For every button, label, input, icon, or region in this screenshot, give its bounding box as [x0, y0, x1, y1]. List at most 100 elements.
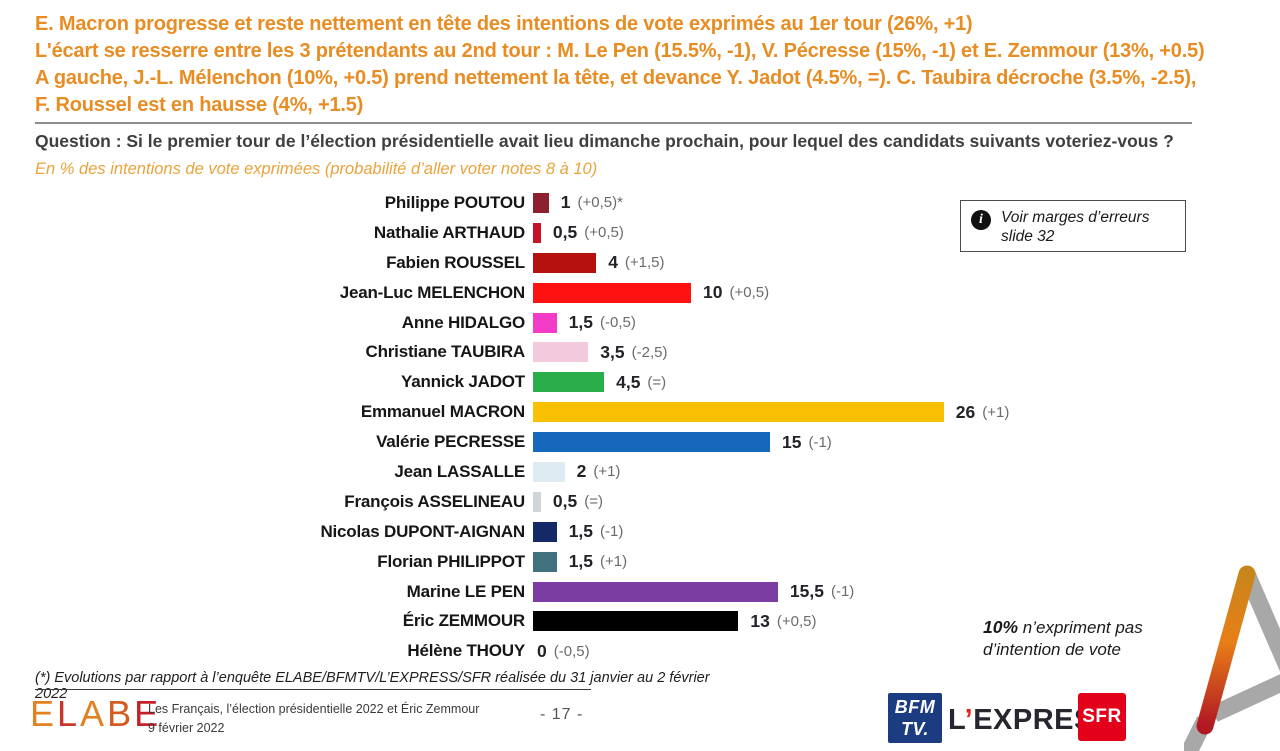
bfmtv-logo-line2: TV. [901, 719, 929, 739]
vote-value: 15 [782, 431, 802, 452]
margin-error-text: Voir marges d’erreurs slide 32 [1001, 209, 1150, 245]
vote-evolution: (=) [647, 373, 667, 391]
vote-value: 13 [750, 610, 770, 631]
vote-evolution: (-2,5) [631, 343, 668, 361]
chart-row: Éric ZEMMOUR 13 (+0,5) [0, 606, 1060, 636]
page-number: - 17 - [540, 706, 584, 723]
vote-bar [533, 461, 565, 482]
candidate-label: François ASSELINEAU [344, 491, 525, 511]
vote-evolution: (=) [584, 493, 603, 511]
vote-bar [533, 432, 770, 453]
chart-rows: Philippe POUTOU 1 (+0,5)* Nathalie ARTHAUD 0… [0, 188, 1060, 666]
vote-bar [533, 282, 691, 303]
vote-bar [533, 312, 557, 333]
elabe-logo-letter: A [80, 693, 108, 734]
elabe-logo: ELABE [30, 694, 161, 734]
vote-evolution: (-1) [600, 523, 624, 541]
vote-value: 0,5 [552, 491, 578, 512]
vote-evolution: (+1) [600, 553, 628, 571]
vote-value: 4 [608, 252, 618, 273]
vote-evolution: (-1) [830, 583, 855, 601]
vote-bar [533, 491, 541, 512]
no-intention-perc值: 10% [983, 617, 1019, 637]
header-separator [35, 122, 1192, 124]
footnote-underline [35, 689, 591, 690]
chart-row: Jean LASSALLE 2 (+1) [0, 457, 1060, 487]
headline-line-1: E. Macron progresse et reste nettement e… [35, 13, 973, 35]
candidate-label: Anne HIDALGO [401, 312, 525, 332]
headline-block: E. Macron progresse et reste nettement e… [35, 11, 1235, 119]
vote-evolution: (+1) [982, 403, 1010, 421]
vote-bar [533, 342, 589, 363]
elabe-logo-letter: B [107, 693, 135, 734]
bfmtv-logo-line1: BFM [894, 697, 936, 717]
candidate-label: Éric ZEMMOUR [402, 611, 525, 631]
vote-bar [533, 611, 739, 632]
vote-bar [533, 192, 549, 213]
vote-evolution: (-0,5) [553, 642, 590, 660]
vote-value: 1,5 [568, 551, 594, 572]
candidate-label: Philippe POUTOU [384, 192, 525, 212]
candidate-label: Nathalie ARTHAUD [373, 222, 525, 242]
lexpress-apostrophe: ’ [964, 704, 974, 736]
chart-row: Florian PHILIPPOT 1,5 (+1) [0, 547, 1060, 577]
chart-row: Fabien ROUSSEL 4 (+1,5) [0, 248, 1060, 278]
vote-evolution: (+1) [593, 463, 621, 481]
headline-line-3: A gauche, J.-L. Mélenchon (10%, +0.5) pr… [35, 67, 1197, 89]
vote-evolution: (+0,5) [776, 612, 817, 630]
chart-row: Nicolas DUPONT-AIGNAN 1,5 (-1) [0, 517, 1060, 547]
chart-row: Emmanuel MACRON 26 (+1) [0, 397, 1060, 427]
vote-value: 2 [576, 461, 587, 482]
vote-bar [533, 521, 557, 542]
chart-row: Jean-Luc MELENCHON 10 (+0,5) [0, 278, 1060, 308]
no-intention-note: 10% n’expriment pas d’intention de vote [983, 616, 1203, 661]
headline-line-2: L'écart se resserre entre les 3 prétenda… [35, 40, 1205, 62]
vote-bar [533, 551, 557, 572]
chart-row: François ASSELINEAU 0,5 (=) [0, 487, 1060, 517]
info-icon: i [971, 210, 991, 230]
elabe-a-watermark [1184, 565, 1280, 751]
candidate-label: Jean-Luc MELENCHON [339, 282, 526, 302]
vote-value: 1,5 [568, 521, 594, 542]
headline-line-4: F. Roussel est en hausse (4%, +1.5) [35, 94, 364, 116]
study-title: Les Français, l’élection présidentielle … [148, 702, 480, 716]
vote-bar [533, 581, 778, 602]
vote-bar [533, 372, 605, 393]
vote-value: 1,5 [568, 312, 594, 332]
chart-row: Nathalie ARTHAUD 0,5 (+0,5) [0, 218, 1060, 248]
chart-row: Valérie PECRESSE 15 (-1) [0, 427, 1060, 457]
no-intention-text: n’expriment pas d’intention de vote [983, 618, 1143, 659]
vote-bar [533, 252, 597, 273]
evolution-footnote: (*) Evolutions par rapport à l’enquête E… [35, 670, 710, 702]
candidate-label: Emmanuel MACRON [360, 402, 525, 422]
margin-error-infobox: i Voir marges d’erreurs slide 32 [960, 200, 1186, 252]
vote-evolution: (+0,5) [584, 224, 624, 242]
study-caption: Les Français, l’élection présidentielle … [148, 700, 568, 738]
bfmtv-logo: BFM TV. [888, 693, 942, 743]
lexpress-l: L [948, 704, 965, 736]
vote-evolution: (+0,5) [729, 284, 770, 302]
vote-evolution: (-1) [808, 433, 832, 451]
vote-evolution: (-0,5) [600, 314, 636, 331]
vote-value: 26 [955, 401, 976, 422]
chart-row: Yannick JADOT 4,5 (=) [0, 367, 1060, 397]
candidate-label: Yannick JADOT [401, 372, 525, 392]
vote-bar [533, 222, 541, 243]
question-subtitle: En % des intentions de vote exprimées (p… [35, 160, 598, 178]
chart-row: Anne HIDALGO 1,5 (-0,5) [0, 308, 1060, 338]
candidate-label: Jean LASSALLE [394, 461, 525, 481]
vote-evolution: (+1,5) [624, 254, 665, 272]
elabe-logo-letter: L [57, 693, 81, 734]
vote-value: 3,5 [600, 341, 625, 362]
candidate-label: Christiane TAUBIRA [365, 342, 526, 362]
elabe-logo-letter: E [134, 693, 162, 734]
candidate-label: Nicolas DUPONT-AIGNAN [320, 521, 525, 541]
vote-value: 0,5 [552, 222, 578, 243]
vote-value: 15,5 [789, 581, 824, 602]
chart-row: Hélène THOUY 0 (-0,5) [0, 636, 1060, 666]
vote-value: 0 [537, 640, 547, 661]
elabe-logo-letter: E [30, 693, 58, 734]
candidate-label: Hélène THOUY [407, 641, 525, 661]
candidate-label: Fabien ROUSSEL [386, 252, 525, 272]
vote-bar [533, 402, 944, 423]
